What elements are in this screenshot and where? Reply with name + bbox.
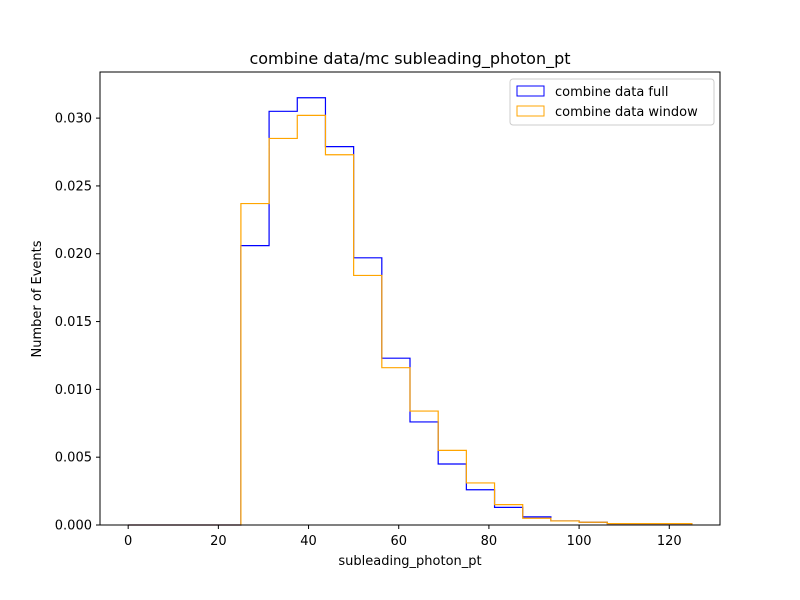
y-tick-label: 0.010 [55, 383, 92, 398]
legend-label-full: combine data full [555, 85, 668, 100]
legend-swatch-window [516, 105, 545, 117]
x-tick-label: 20 [210, 534, 227, 549]
x-tick-label: 0 [124, 534, 132, 549]
y-tick-label: 0.015 [55, 315, 92, 330]
x-tick-label: 60 [390, 534, 407, 549]
x-tick-label: 100 [567, 534, 592, 549]
legend-label-window: combine data window [555, 105, 698, 120]
series-layer [128, 97, 693, 526]
y-tick-label: 0.025 [55, 179, 92, 194]
y-tick-label: 0.005 [55, 451, 92, 466]
y-axis-label: Number of Events [30, 240, 45, 357]
x-tick-label: 120 [657, 534, 682, 549]
x-tick-label: 40 [300, 534, 317, 549]
series-step-1 [128, 114, 693, 526]
plot-frame [99, 71, 721, 526]
axes-layer: 0 20 40 60 80 100 120 0.000 0.005 0.010 0.015 0.020… [55, 71, 721, 549]
x-axis-label: subleading_photon_pt [338, 554, 481, 569]
x-tick-label: 80 [481, 534, 498, 549]
y-tick-label: 0.000 [55, 519, 92, 534]
y-tick-label: 0.020 [55, 247, 92, 262]
legend-box [509, 78, 715, 126]
legend-swatch-full [516, 85, 545, 97]
legend: combine data full combine data window [509, 78, 715, 126]
chart-title: combine data/mc subleading_photon_pt [249, 49, 570, 69]
y-tick-label: 0.030 [55, 112, 92, 127]
